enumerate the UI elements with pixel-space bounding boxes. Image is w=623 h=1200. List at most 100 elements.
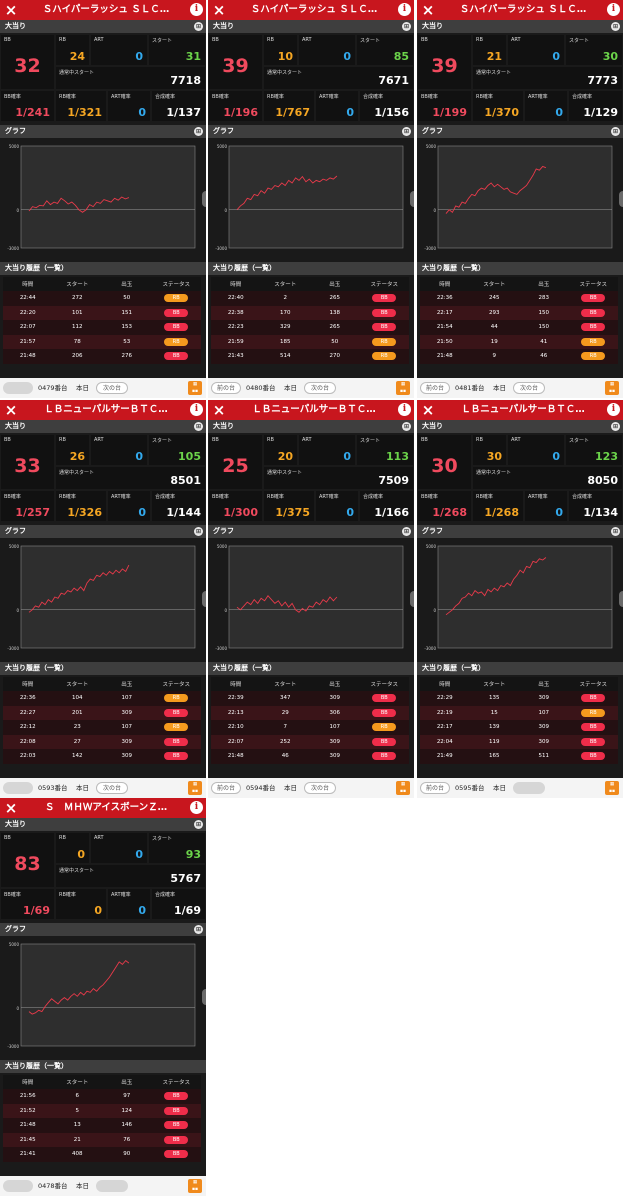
history-cell: 29 bbox=[260, 705, 310, 720]
bb-count-cell: BB 30 bbox=[418, 435, 471, 489]
grid-icon[interactable]: ⊞ bbox=[402, 422, 411, 431]
grid-icon[interactable]: ⊞ bbox=[611, 127, 620, 136]
stat-label: 合成確率 bbox=[155, 892, 176, 898]
data-logo-icon[interactable]: ▦ ▪▪ bbox=[396, 381, 410, 395]
close-icon[interactable]: × bbox=[421, 1, 435, 19]
info-icon[interactable]: i bbox=[398, 3, 411, 16]
column-header: 時間 bbox=[211, 677, 261, 691]
status-cell: BB bbox=[359, 291, 409, 306]
history-row: 22:17 293 150 BB bbox=[420, 305, 618, 320]
scroll-handle[interactable] bbox=[202, 989, 206, 1005]
grid-icon[interactable]: ⊞ bbox=[402, 527, 411, 536]
stat-label: 合成確率 bbox=[363, 494, 384, 500]
prev-machine-button[interactable]: 前の台 bbox=[3, 1180, 33, 1192]
data-logo-icon[interactable]: ▦ ▪▪ bbox=[188, 781, 202, 795]
data-logo-icon[interactable]: ▦ ▪▪ bbox=[188, 381, 202, 395]
grid-icon[interactable]: ⊞ bbox=[194, 127, 203, 136]
history-cell: 22:12 bbox=[3, 720, 53, 735]
data-logo-icon[interactable]: ▦ ▪▪ bbox=[605, 381, 619, 395]
data-logo-icon[interactable]: ▦ ▪▪ bbox=[188, 1179, 202, 1193]
grid-icon[interactable]: ⊞ bbox=[194, 527, 203, 536]
grid-icon[interactable]: ⊞ bbox=[194, 820, 203, 829]
next-machine-button[interactable]: 次の台 bbox=[304, 382, 336, 394]
scroll-handle[interactable] bbox=[202, 591, 206, 607]
next-machine-button[interactable]: 次の台 bbox=[304, 782, 336, 794]
prev-machine-button[interactable]: 前の台 bbox=[420, 382, 450, 394]
history-cell: 21:50 bbox=[420, 334, 470, 349]
close-icon[interactable]: × bbox=[421, 401, 435, 419]
history-cell: 46 bbox=[519, 349, 569, 364]
data-logo-icon[interactable]: ▦ ▪▪ bbox=[605, 781, 619, 795]
info-icon[interactable]: i bbox=[607, 403, 620, 416]
info-icon[interactable]: i bbox=[190, 3, 203, 16]
grid-icon[interactable]: ⊞ bbox=[194, 925, 203, 934]
history-cell: 107 bbox=[310, 720, 360, 735]
close-icon[interactable]: × bbox=[4, 1, 18, 19]
grid-icon[interactable]: ⊞ bbox=[194, 422, 203, 431]
status-cell: BB bbox=[568, 734, 618, 749]
scroll-handle[interactable] bbox=[202, 191, 206, 207]
total-prob-cell: 合成確率 1/134 bbox=[569, 491, 622, 521]
history-cell: 201 bbox=[52, 705, 102, 720]
scroll-handle[interactable] bbox=[619, 591, 623, 607]
prev-machine-button[interactable]: 前の台 bbox=[420, 782, 450, 794]
status-cell: BB bbox=[151, 734, 201, 749]
bb-prob-cell: BB確率 1/257 bbox=[1, 491, 54, 521]
next-machine-button[interactable]: 次の台 bbox=[513, 382, 545, 394]
info-icon[interactable]: i bbox=[190, 403, 203, 416]
prev-machine-button[interactable]: 前の台 bbox=[211, 382, 241, 394]
column-header: ステータス bbox=[359, 277, 409, 291]
history-cell: 7 bbox=[260, 720, 310, 735]
history-cell: 272 bbox=[52, 291, 102, 306]
next-machine-button[interactable]: 次の台 bbox=[96, 1180, 128, 1192]
next-machine-button[interactable]: 次の台 bbox=[96, 782, 128, 794]
history-cell: 252 bbox=[260, 734, 310, 749]
history-cell: 511 bbox=[519, 749, 569, 764]
status-badge: RB bbox=[581, 352, 606, 361]
bb-count-cell: BB 39 bbox=[418, 35, 471, 89]
info-icon[interactable]: i bbox=[607, 3, 620, 16]
history-cell: 21:45 bbox=[3, 1132, 53, 1147]
prev-machine-button[interactable]: 前の台 bbox=[3, 382, 33, 394]
next-machine-button[interactable]: 次の台 bbox=[513, 782, 545, 794]
history-cell: 23 bbox=[52, 720, 102, 735]
scroll-handle[interactable] bbox=[410, 191, 414, 207]
info-icon[interactable]: i bbox=[398, 403, 411, 416]
prev-machine-button[interactable]: 前の台 bbox=[211, 782, 241, 794]
next-machine-button[interactable]: 次の台 bbox=[96, 382, 128, 394]
scroll-handle[interactable] bbox=[410, 591, 414, 607]
close-icon[interactable]: × bbox=[212, 401, 226, 419]
grid-icon[interactable]: ⊞ bbox=[611, 422, 620, 431]
history-cell: 270 bbox=[310, 349, 360, 364]
history-cell: 22:10 bbox=[211, 720, 261, 735]
stat-label: ART bbox=[94, 437, 104, 443]
scroll-handle[interactable] bbox=[619, 191, 623, 207]
history-cell: 101 bbox=[52, 305, 102, 320]
machine-footer: 前の台 0595番台 本日 次の台 ▦ ▪▪ bbox=[417, 778, 623, 798]
column-header: 出玉 bbox=[102, 277, 152, 291]
y-tick-label: -3000 bbox=[7, 646, 19, 651]
grid-icon[interactable]: ⊞ bbox=[402, 22, 411, 31]
column-header: 出玉 bbox=[519, 677, 569, 691]
history-row: 21:41 408 90 BB bbox=[3, 1147, 201, 1162]
bb-label: BB bbox=[212, 37, 219, 43]
grid-icon[interactable]: ⊞ bbox=[611, 22, 620, 31]
grid-icon[interactable]: ⊞ bbox=[611, 527, 620, 536]
start-cell: スタート 85 bbox=[357, 35, 413, 65]
section-title: グラフ bbox=[5, 527, 26, 535]
close-icon[interactable]: × bbox=[4, 401, 18, 419]
prev-machine-button[interactable]: 前の台 bbox=[3, 782, 33, 794]
info-icon[interactable]: i bbox=[190, 801, 203, 814]
payout-graph: 5000 0 -3000 bbox=[420, 141, 616, 253]
stat-value: 7773 bbox=[587, 74, 618, 87]
history-cell: 13 bbox=[52, 1118, 102, 1133]
close-icon[interactable]: × bbox=[4, 799, 18, 817]
stat-label: BB確率 bbox=[4, 494, 21, 500]
stat-value: 113 bbox=[386, 450, 409, 463]
history-cell: 21:41 bbox=[3, 1147, 53, 1162]
grid-icon[interactable]: ⊞ bbox=[194, 22, 203, 31]
section-title: 大当り履歴（一覧） bbox=[213, 264, 276, 272]
data-logo-icon[interactable]: ▦ ▪▪ bbox=[396, 781, 410, 795]
close-icon[interactable]: × bbox=[212, 1, 226, 19]
grid-icon[interactable]: ⊞ bbox=[402, 127, 411, 136]
